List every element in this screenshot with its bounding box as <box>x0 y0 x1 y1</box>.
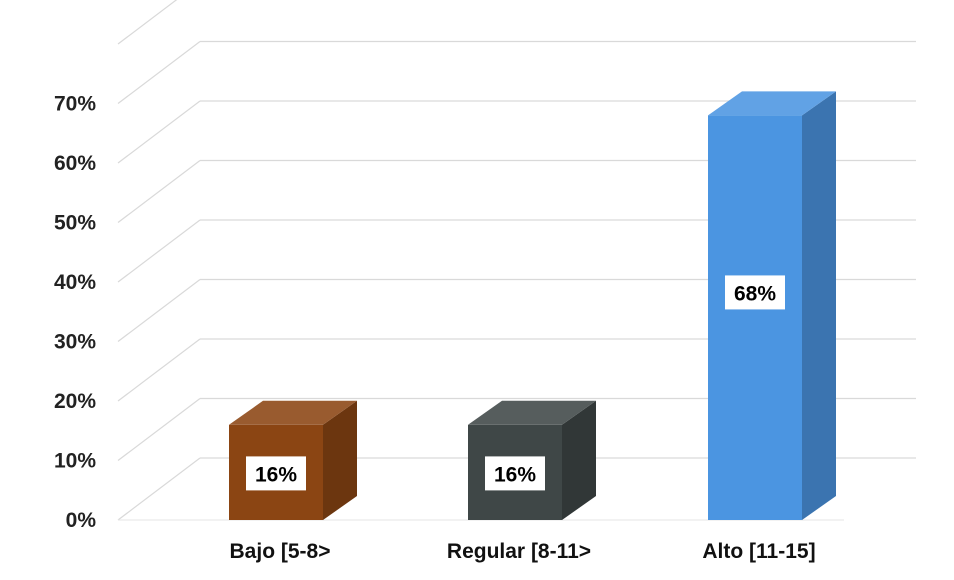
bar: 68% <box>708 91 836 520</box>
gridline-side <box>118 42 200 104</box>
bar-front <box>708 115 802 520</box>
gridline-side <box>118 161 200 223</box>
y-tick-label: 40% <box>54 271 96 294</box>
y-tick-label: 0% <box>66 509 97 532</box>
y-tick-label: 20% <box>54 390 96 413</box>
y-tick-label: 50% <box>54 212 96 235</box>
gridline-side <box>118 280 200 342</box>
y-tick-label: 10% <box>54 450 96 473</box>
bar: 16% <box>468 401 596 520</box>
x-tick-label: Regular [8-11> <box>447 540 591 563</box>
gridline-side <box>118 458 200 520</box>
data-label-text: 68% <box>734 282 776 305</box>
data-label: 68% <box>725 275 785 309</box>
data-label: 16% <box>485 456 545 490</box>
data-label: 16% <box>246 456 306 490</box>
bars: 16% 16% 68% <box>229 91 836 520</box>
bar-side <box>802 91 836 520</box>
y-tick-label: 30% <box>54 331 96 354</box>
y-tick-label: 60% <box>54 152 96 175</box>
x-axis: Bajo [5-8> Regular [8-11> Alto [11-15] <box>230 540 816 563</box>
bar: 16% <box>229 401 357 520</box>
gridline-side <box>118 339 200 401</box>
x-tick-label: Bajo [5-8> <box>230 540 331 563</box>
data-label-text: 16% <box>255 463 297 486</box>
gridline-side <box>118 0 200 44</box>
gridline-side <box>118 220 200 282</box>
gridline-side <box>118 399 200 461</box>
y-axis: 0% 10% 20% 30% 40% 50% 60% 70% <box>54 93 96 533</box>
data-label-text: 16% <box>494 463 536 486</box>
x-tick-label: Alto [11-15] <box>702 540 815 563</box>
y-tick-label: 70% <box>54 93 96 116</box>
gridline-side <box>118 101 200 163</box>
